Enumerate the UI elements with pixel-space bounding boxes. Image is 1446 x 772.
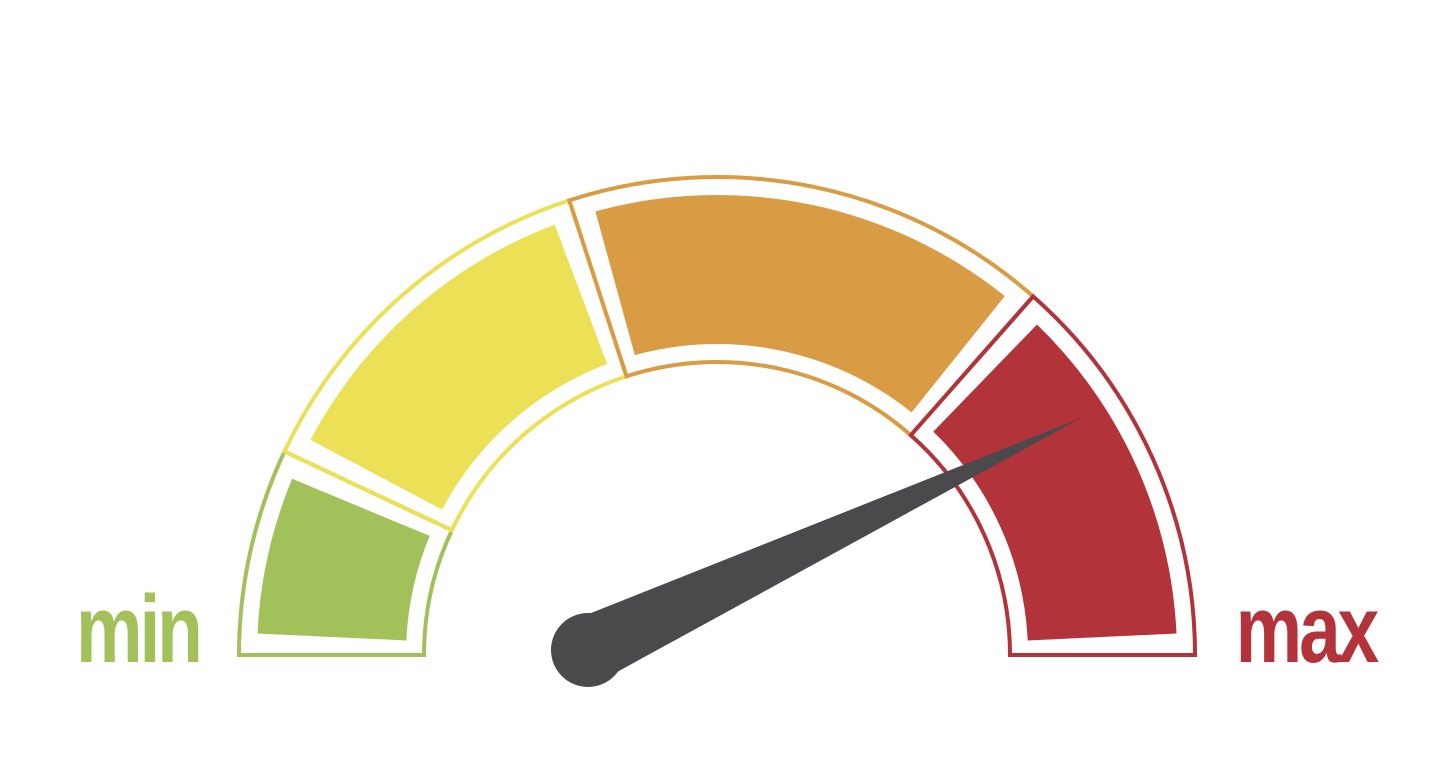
- gauge-zone-red: [933, 324, 1177, 641]
- max-label: max: [1235, 576, 1379, 683]
- gauge-zone-orange: [595, 195, 1005, 413]
- min-label: min: [76, 576, 203, 683]
- gauge-needle-group: [551, 418, 1082, 687]
- gauge-needle-hub: [551, 613, 625, 687]
- gauge-zone-outline-orange: [566, 175, 1036, 439]
- gauge-needle: [573, 418, 1082, 681]
- gauge-zone-outline-yellow: [281, 197, 630, 533]
- gauge-zones: [236, 175, 1198, 657]
- gauge-zone-yellow: [310, 224, 608, 510]
- gauge-zone-outline-red: [907, 293, 1198, 657]
- gauge-zone-green: [257, 478, 430, 641]
